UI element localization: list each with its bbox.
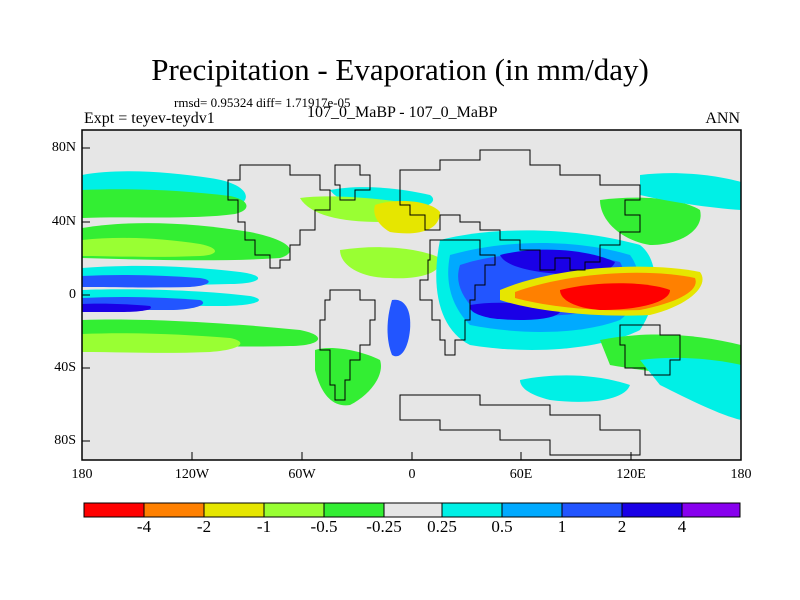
lat-label-0: 0 xyxy=(69,287,76,302)
lat-tick-marks xyxy=(82,147,632,460)
outline-africa xyxy=(419,239,496,356)
contour-red-eio xyxy=(560,283,670,310)
contour-cyan-npac-e xyxy=(640,173,741,210)
colorbar-label-6: 0.25 xyxy=(427,517,457,536)
lon-label-180e: 180 xyxy=(730,467,752,482)
contour-navy-io xyxy=(500,249,615,275)
contour-blue-itcz xyxy=(82,274,209,288)
colorbar-box-6 xyxy=(383,502,443,518)
colorbar-label-9: 2 xyxy=(617,517,627,536)
contour-green-northpacific xyxy=(82,189,247,218)
colorbar-box-3 xyxy=(203,502,265,518)
contour-green-africa xyxy=(340,247,441,279)
colorbar-label-4: -0.5 xyxy=(310,517,338,536)
colorbar-box-4 xyxy=(263,502,325,518)
colorbar-box-7 xyxy=(441,502,503,518)
colorbar-box-1 xyxy=(83,502,145,518)
colorbar-box-2 xyxy=(143,502,205,518)
contour-cyan-spac-e xyxy=(640,357,741,420)
colorbar-label-7: 0.5 xyxy=(491,517,513,536)
lon-label-120e: 120E xyxy=(616,467,646,482)
lat-label-40s: 40S xyxy=(54,360,76,375)
colorbar xyxy=(83,502,741,518)
continent-outlines xyxy=(227,149,681,456)
colorbar-box-5 xyxy=(323,502,385,518)
colorbar-label-3: -1 xyxy=(256,517,272,536)
lon-label-120w: 120W xyxy=(174,467,210,482)
lat-label-80n: 80N xyxy=(51,140,76,155)
contour-green-light xyxy=(82,237,215,257)
lon-label-0: 0 xyxy=(408,467,416,482)
lon-label-180w: 180 xyxy=(71,467,93,482)
outline-greenland xyxy=(334,164,371,201)
colorbar-box-10 xyxy=(621,502,683,518)
outline-north-america xyxy=(227,164,331,269)
contour-fields xyxy=(82,171,741,420)
lat-label-80s: 80S xyxy=(54,433,76,448)
contour-blue-sam xyxy=(387,299,411,357)
contour-green-satl xyxy=(315,348,381,406)
contour-navy-eq xyxy=(82,303,151,312)
colorbar-label-1: -4 xyxy=(136,517,152,536)
outline-australia xyxy=(619,324,681,376)
contour-lightgreen-spac xyxy=(82,333,241,353)
experiment-label: Expt = teyev-teydv1 xyxy=(84,110,215,127)
colorbar-label-8: 1 xyxy=(557,517,567,536)
colorbar-label-10: 4 xyxy=(677,517,687,536)
lat-label-40n: 40N xyxy=(51,214,76,229)
lon-label-60e: 60E xyxy=(509,467,533,482)
colorbar-box-8 xyxy=(501,502,563,518)
contour-yellow-europe xyxy=(374,200,440,234)
lon-label-60w: 60W xyxy=(288,467,316,482)
season-label: ANN xyxy=(705,110,740,127)
contour-cyan-ant xyxy=(520,375,630,402)
colorbar-label-5: -0.25 xyxy=(366,517,402,536)
colorbar-label-2: -2 xyxy=(196,517,212,536)
plot-title: Precipitation - Evaporation (in mm/day) xyxy=(151,52,649,87)
outline-antarctica xyxy=(399,394,641,456)
colorbar-box-11 xyxy=(681,502,741,518)
rmsd-stats: rmsd= 0.95324 diff= 1.71917e-05 xyxy=(174,95,351,110)
outline-south-america xyxy=(319,289,376,401)
outline-eurasia xyxy=(399,149,641,271)
subtitle: 107_0_MaBP - 107_0_MaBP xyxy=(307,104,498,121)
colorbar-box-9 xyxy=(561,502,623,518)
